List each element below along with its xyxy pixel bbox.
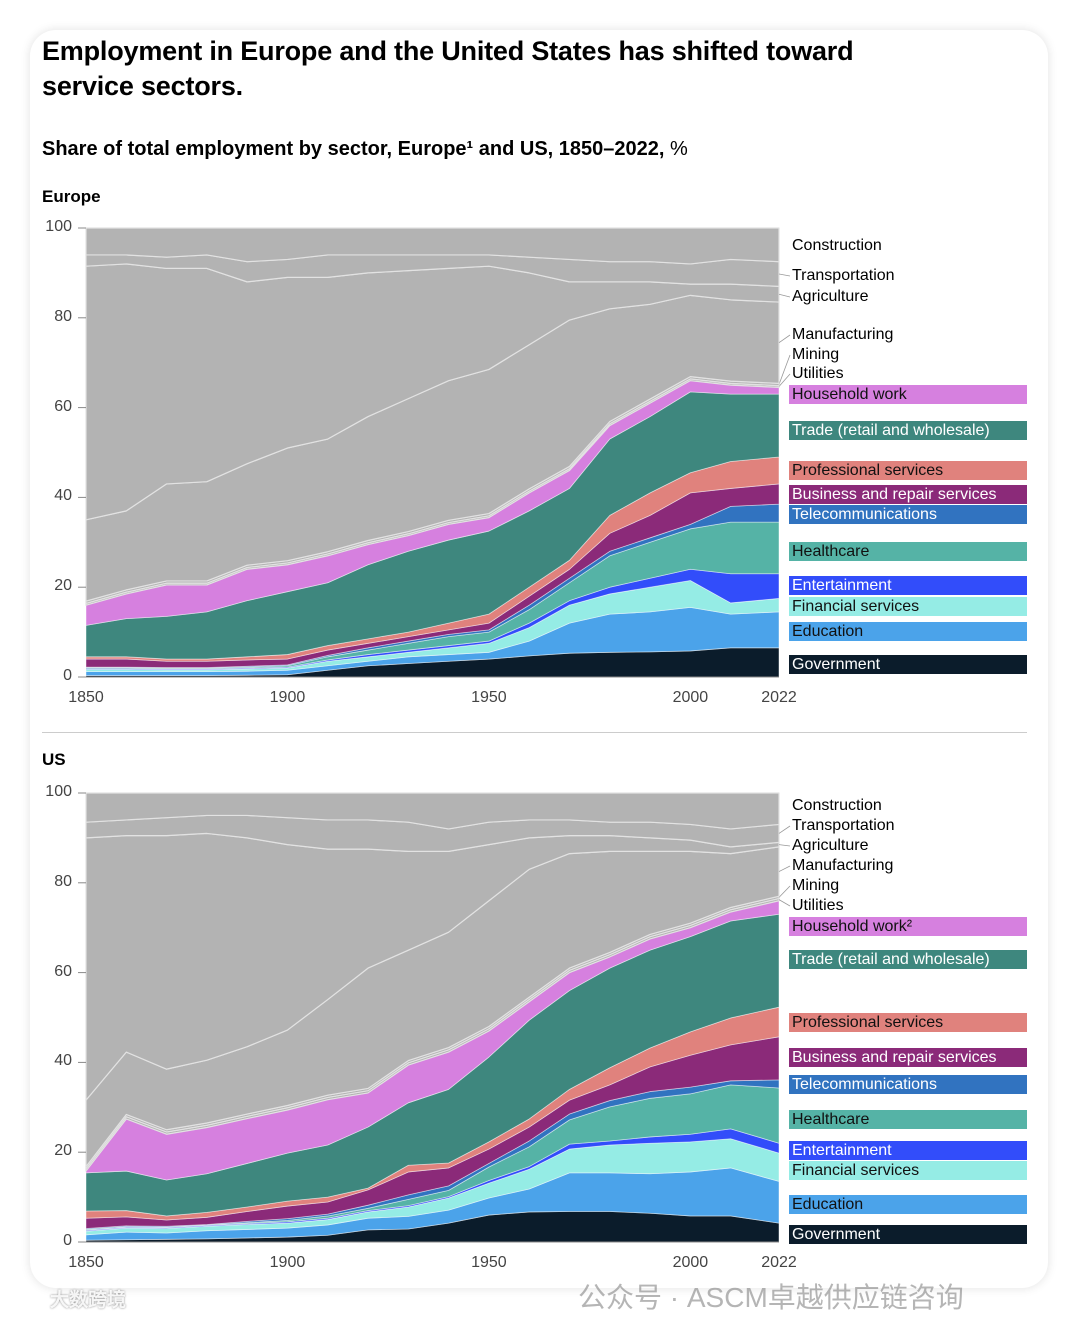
wechat-watermark: 公众号 · ASCM卓越供应链咨询 xyxy=(578,1282,964,1313)
series-label: Utilities xyxy=(792,897,844,914)
series-label: Agriculture xyxy=(792,288,869,305)
series-label: Transportation xyxy=(792,817,895,834)
label-leader-line xyxy=(778,899,791,907)
area-construction xyxy=(85,227,780,265)
series-label: Agriculture xyxy=(792,837,869,854)
x-tick-label: 2000 xyxy=(672,1254,709,1271)
x-tick-label: 1950 xyxy=(471,689,507,706)
chart-subtitle: Share of total employment by sector, Eur… xyxy=(42,138,688,161)
series-label: Healthcare xyxy=(789,542,1027,561)
series-label: Utilities xyxy=(792,365,844,382)
series-label: Entertainment xyxy=(789,576,1027,595)
y-tick-label: 100 xyxy=(45,218,72,235)
panel-divider xyxy=(42,732,1027,733)
label-leader-line xyxy=(778,354,791,385)
series-label: Telecommunications xyxy=(789,1075,1027,1094)
series-label: Healthcare xyxy=(789,1110,1027,1129)
series-label: Financial services xyxy=(789,1161,1027,1180)
series-label: Household work² xyxy=(789,917,1027,936)
label-leader-line xyxy=(778,334,791,344)
y-tick-label: 20 xyxy=(54,577,72,595)
series-label: Construction xyxy=(792,237,882,254)
label-leader-line xyxy=(778,825,791,834)
y-tick-label: 0 xyxy=(63,1232,72,1249)
label-leader-line xyxy=(778,273,791,277)
series-label: Financial services xyxy=(789,597,1027,616)
subtitle-unit: % xyxy=(670,138,688,160)
y-tick-label: 40 xyxy=(54,487,72,505)
europe-panel-title: Europe xyxy=(42,187,101,206)
x-tick-label: 1900 xyxy=(269,1254,306,1271)
x-tick-label: 1850 xyxy=(68,689,104,706)
series-label: Government xyxy=(789,655,1027,674)
series-label: Education xyxy=(789,622,1027,641)
area-construction xyxy=(85,792,780,830)
series-label: Professional services xyxy=(789,461,1027,480)
series-label: Professional services xyxy=(789,1013,1027,1032)
series-label: Construction xyxy=(792,797,882,814)
y-tick-label: 60 xyxy=(54,397,72,415)
subtitle-text: Share of total employment by sector, Eur… xyxy=(42,138,665,160)
series-label: Education xyxy=(789,1195,1027,1214)
series-label: Telecommunications xyxy=(789,505,1027,524)
corner-watermark: 大数跨境 xyxy=(50,1290,127,1311)
label-leader-line xyxy=(778,885,791,898)
y-tick-label: 60 xyxy=(54,962,72,980)
label-leader-line xyxy=(778,293,791,298)
us-panel-title: US xyxy=(42,750,66,769)
label-leader-line xyxy=(778,865,791,872)
page-title: Employment in Europe and the United Stat… xyxy=(42,36,854,101)
y-tick-label: 40 xyxy=(54,1052,72,1070)
y-tick-label: 80 xyxy=(54,872,72,890)
x-tick-label: 1850 xyxy=(68,1254,104,1271)
label-leader-line xyxy=(778,373,791,387)
series-label: Entertainment xyxy=(789,1141,1027,1160)
x-tick-label: 1950 xyxy=(471,1254,507,1271)
x-tick-label: 2000 xyxy=(672,689,709,706)
label-leader-line xyxy=(778,844,791,847)
series-label: Mining xyxy=(792,346,840,363)
y-tick-label: 20 xyxy=(54,1142,72,1160)
series-label: Business and repair services xyxy=(789,485,1027,504)
series-label: Trade (retail and wholesale) xyxy=(789,421,1027,440)
series-label: Trade (retail and wholesale) xyxy=(789,950,1027,969)
series-label: Transportation xyxy=(792,267,895,284)
series-label: Manufacturing xyxy=(792,326,894,343)
x-tick-label: 1900 xyxy=(269,689,306,706)
series-label: Business and repair services xyxy=(789,1048,1027,1067)
y-tick-label: 0 xyxy=(63,667,72,684)
series-label: Manufacturing xyxy=(792,857,894,874)
x-tick-label: 2022 xyxy=(761,689,797,706)
series-label: Mining xyxy=(792,877,840,894)
x-tick-label: 2022 xyxy=(761,1254,797,1271)
series-label: Government xyxy=(789,1225,1027,1244)
y-tick-label: 80 xyxy=(54,307,72,325)
series-label: Household work xyxy=(789,385,1027,404)
y-tick-label: 100 xyxy=(45,783,72,800)
